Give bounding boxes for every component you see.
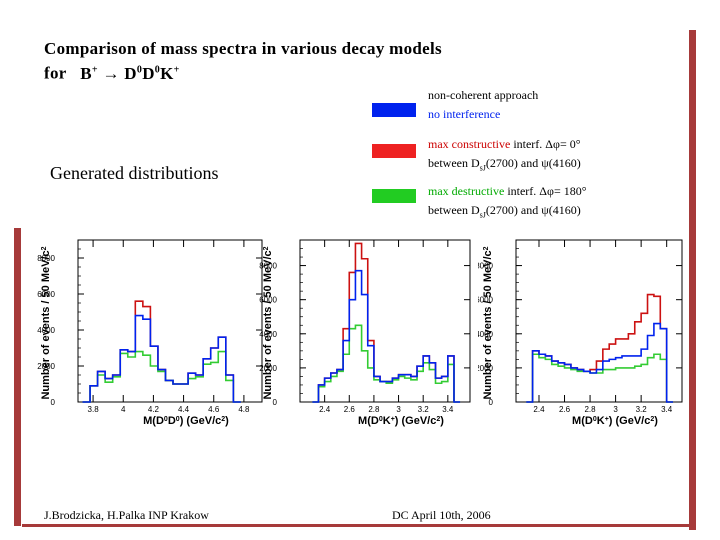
legend-text-destructive: max destructive interf. Δφ= 180° between …	[428, 184, 587, 220]
y-tick-label: 8000	[478, 262, 494, 271]
y-tick-label: 6000	[37, 290, 55, 299]
footer-date: DC April 10th, 2006	[392, 508, 491, 522]
y-tick-label: 2000	[259, 364, 277, 373]
x-tick-label: 2.6	[344, 405, 356, 414]
legend-swatch-red	[372, 144, 416, 158]
generated-distributions-label: Generated distributions	[50, 163, 219, 183]
x-tick-label: 2.8	[368, 405, 380, 414]
y-tick-label: 6000	[259, 296, 277, 305]
series-no-interference	[82, 314, 241, 403]
title-line-1: Comparison of mass spectra in various de…	[44, 39, 442, 58]
title-for: for	[44, 63, 67, 83]
x-tick-label: 3.4	[442, 405, 454, 414]
y-tick-label: 0	[489, 398, 494, 407]
slide-title: Comparison of mass spectra in various de…	[44, 38, 442, 84]
legend-text-constructive: max constructive interf. Δφ= 0° between D…	[428, 137, 581, 173]
plot-frame	[299, 239, 471, 403]
y-axis-label: Number of events / 50 MeV/c2	[40, 246, 52, 399]
x-tick-label: 4.2	[148, 405, 160, 414]
left-decor-bar	[14, 228, 21, 526]
x-tick-label: 3	[396, 405, 401, 414]
x-axis-label: M(D0D0) (GeV/c2)	[143, 415, 229, 427]
x-tick-label: 3.2	[636, 405, 648, 414]
y-tick-label: 8000	[37, 254, 55, 263]
y-tick-label: 0	[273, 398, 278, 407]
series-max-destructive	[312, 324, 461, 403]
y-tick-label: 4000	[478, 330, 494, 339]
x-tick-label: 4	[121, 405, 126, 414]
right-decor-bar	[689, 30, 696, 530]
y-tick-label: 8000	[259, 262, 277, 271]
histogram-d0k-left: 0 2000 4000 6000 8000 2.4 2.6 2.8 3 3.2 3.4 Number …	[259, 239, 471, 427]
x-tick-label: 2.8	[584, 405, 596, 414]
x-tick-label: 4.4	[178, 405, 190, 414]
x-tick-label: 2.4	[319, 405, 331, 414]
title-line-2: for B+ → D0D0K+	[44, 59, 442, 84]
series-max-constructive	[82, 300, 241, 403]
reaction-formula: B+ → D0D0K+	[80, 63, 180, 83]
histogram-d0d0: 0 2000 4000 6000 8000 3.8 4 4.2 4.4 4.6 4.8 Number …	[37, 239, 263, 427]
footer-authors: J.Brodzicka, H.Palka INP Krakow	[44, 508, 209, 522]
x-tick-label: 2.4	[533, 405, 545, 414]
plot-frame	[515, 239, 683, 403]
y-tick-label: 0	[51, 398, 56, 407]
histogram-d0k-right: 0 2000 4000 6000 8000 2.4 2.6 2.8 3 3.2 3.4 Number …	[478, 239, 683, 427]
y-tick-label: 4000	[259, 330, 277, 339]
y-axis-label: Number of events / 50 MeV/c2	[262, 246, 274, 399]
bottom-decor-bar	[22, 524, 690, 527]
x-tick-label: 2.6	[559, 405, 571, 414]
x-tick-label: 4.6	[208, 405, 220, 414]
y-axis-label: Number of events / 50 MeV/c2	[482, 246, 494, 399]
legend-text-no-interference: non-coherent approach no interference	[428, 88, 539, 121]
series-max-constructive	[526, 293, 674, 403]
y-tick-label: 2000	[37, 362, 55, 371]
y-tick-label: 4000	[37, 326, 55, 335]
x-tick-label: 3	[613, 405, 618, 414]
series-max-destructive	[82, 350, 241, 403]
y-tick-label: 6000	[478, 296, 494, 305]
x-axis-label: M(D0K+) (GeV/c2)	[358, 415, 444, 427]
x-tick-label: 4.8	[238, 405, 250, 414]
x-tick-label: 3.2	[418, 405, 430, 414]
series-no-interference	[312, 269, 461, 403]
x-tick-label: 3.4	[661, 405, 673, 414]
series-no-interference	[526, 322, 674, 403]
y-tick-label: 2000	[478, 364, 494, 373]
legend-swatch-green	[372, 189, 416, 203]
legend-swatch-blue	[372, 103, 416, 117]
x-axis-label: M(D0K+) (GeV/c2)	[572, 415, 658, 427]
x-tick-label: 3.8	[88, 405, 100, 414]
